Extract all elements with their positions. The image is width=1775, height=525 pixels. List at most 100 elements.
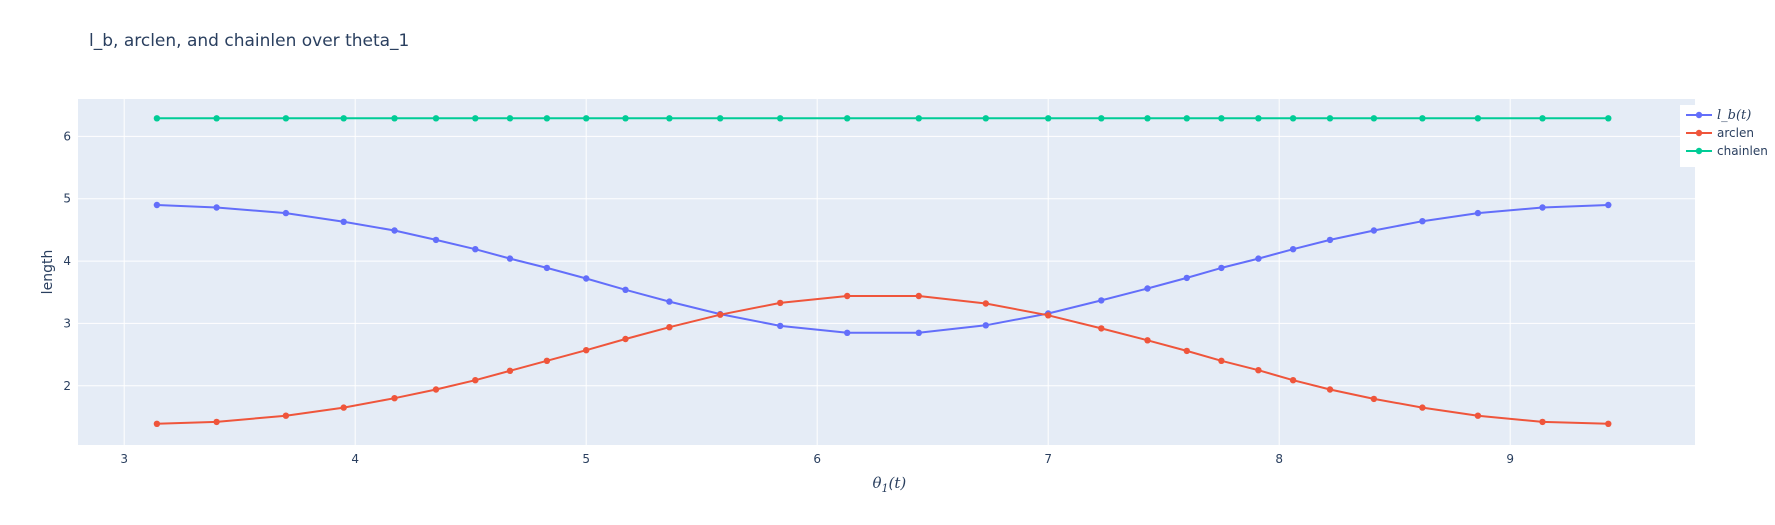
data-point bbox=[1289, 115, 1297, 122]
data-point bbox=[282, 209, 290, 217]
x-tick-label: 9 bbox=[1506, 452, 1514, 466]
data-point bbox=[1419, 404, 1426, 411]
data-point bbox=[583, 115, 590, 122]
x-tick-label: 5 bbox=[582, 452, 590, 466]
data-point bbox=[1218, 115, 1225, 122]
legend-item[interactable]: chainlen bbox=[1686, 144, 1768, 158]
data-point bbox=[1289, 246, 1297, 253]
data-point bbox=[1474, 115, 1482, 122]
data-point bbox=[622, 335, 629, 343]
x-axis-title-argument: (t) bbox=[889, 474, 907, 492]
data-point bbox=[340, 218, 347, 225]
x-tick-label: 6 bbox=[813, 452, 821, 466]
data-point bbox=[666, 115, 673, 122]
data-point bbox=[1289, 377, 1297, 384]
grid-lines bbox=[78, 99, 1695, 445]
data-point bbox=[1098, 297, 1105, 304]
series-chainlen bbox=[153, 115, 1612, 122]
y-axis-title: length bbox=[40, 250, 56, 295]
y-axis-ticks: 2 3 4 5 6 bbox=[63, 129, 71, 392]
data-point bbox=[777, 115, 784, 122]
legend-label: arclen bbox=[1717, 126, 1754, 140]
x-axis-title-symbol: θ bbox=[873, 474, 882, 492]
data-point bbox=[583, 275, 590, 282]
data-point bbox=[1144, 337, 1151, 344]
data-point bbox=[1098, 325, 1105, 332]
data-point bbox=[1419, 115, 1426, 122]
data-point bbox=[213, 115, 220, 122]
data-point bbox=[1605, 115, 1612, 122]
data-point bbox=[1144, 285, 1151, 292]
data-point bbox=[543, 264, 551, 272]
data-point bbox=[340, 115, 347, 122]
data-point bbox=[982, 322, 989, 329]
x-axis-title: θ1(t) bbox=[873, 474, 907, 495]
data-point bbox=[717, 115, 724, 122]
data-point bbox=[153, 201, 161, 209]
data-point bbox=[282, 412, 290, 419]
series-l-b-t- bbox=[153, 201, 1612, 336]
legend-swatch-marker bbox=[1695, 147, 1703, 155]
data-point bbox=[1419, 218, 1426, 225]
x-axis-title-subscript: 1 bbox=[882, 482, 889, 495]
data-point bbox=[583, 347, 590, 354]
data-point bbox=[1539, 115, 1546, 122]
data-point bbox=[666, 324, 673, 331]
data-point bbox=[1474, 209, 1482, 217]
x-tick-label: 4 bbox=[351, 452, 359, 466]
data-point bbox=[543, 357, 551, 364]
data-point bbox=[1183, 347, 1191, 355]
y-tick-label: 2 bbox=[63, 379, 71, 393]
data-point bbox=[1255, 367, 1262, 374]
data-point bbox=[1326, 386, 1334, 393]
series-arclen bbox=[153, 292, 1612, 427]
data-point bbox=[1370, 115, 1378, 122]
legend-item[interactable]: l_b(t) bbox=[1686, 108, 1751, 123]
data-point bbox=[213, 204, 220, 211]
data-point bbox=[472, 377, 479, 384]
data-point bbox=[915, 292, 922, 300]
data-point bbox=[1474, 412, 1482, 419]
y-tick-label: 4 bbox=[63, 254, 71, 268]
data-point bbox=[153, 115, 161, 122]
data-point bbox=[1326, 115, 1334, 122]
data-point bbox=[1045, 115, 1052, 122]
legend-item[interactable]: arclen bbox=[1686, 126, 1754, 140]
data-point bbox=[1144, 115, 1151, 122]
chart-title: l_b, arclen, and chainlen over theta_1 bbox=[89, 31, 410, 51]
data-point bbox=[1539, 204, 1546, 211]
data-point bbox=[1605, 420, 1612, 427]
data-point bbox=[777, 299, 784, 307]
data-point bbox=[844, 115, 851, 122]
legend-swatch-marker bbox=[1695, 111, 1703, 119]
data-point bbox=[340, 404, 347, 411]
x-tick-label: 7 bbox=[1044, 452, 1052, 466]
data-point bbox=[282, 115, 290, 122]
series-line bbox=[156, 295, 1609, 425]
y-tick-label: 6 bbox=[63, 129, 71, 143]
data-point bbox=[432, 386, 440, 393]
data-point bbox=[506, 367, 514, 374]
legend-label: chainlen bbox=[1717, 144, 1768, 158]
data-point bbox=[915, 115, 922, 122]
data-point bbox=[844, 329, 851, 336]
data-point bbox=[982, 300, 989, 307]
data-point bbox=[432, 236, 440, 244]
data-point bbox=[1045, 312, 1052, 319]
data-point bbox=[1255, 255, 1262, 262]
x-tick-label: 8 bbox=[1275, 452, 1283, 466]
y-tick-label: 5 bbox=[63, 192, 71, 206]
data-point bbox=[153, 420, 161, 427]
y-tick-label: 3 bbox=[63, 316, 71, 330]
data-point bbox=[391, 115, 398, 122]
data-point bbox=[982, 115, 989, 122]
data-point bbox=[1098, 115, 1105, 122]
plot-area bbox=[78, 99, 1695, 445]
data-point bbox=[1183, 115, 1191, 122]
data-point bbox=[1218, 357, 1225, 364]
data-point bbox=[432, 115, 440, 122]
legend[interactable]: l_b(t)arclen chainlen bbox=[1680, 105, 1768, 167]
data-point bbox=[391, 395, 398, 402]
legend-swatch-marker bbox=[1695, 129, 1703, 137]
